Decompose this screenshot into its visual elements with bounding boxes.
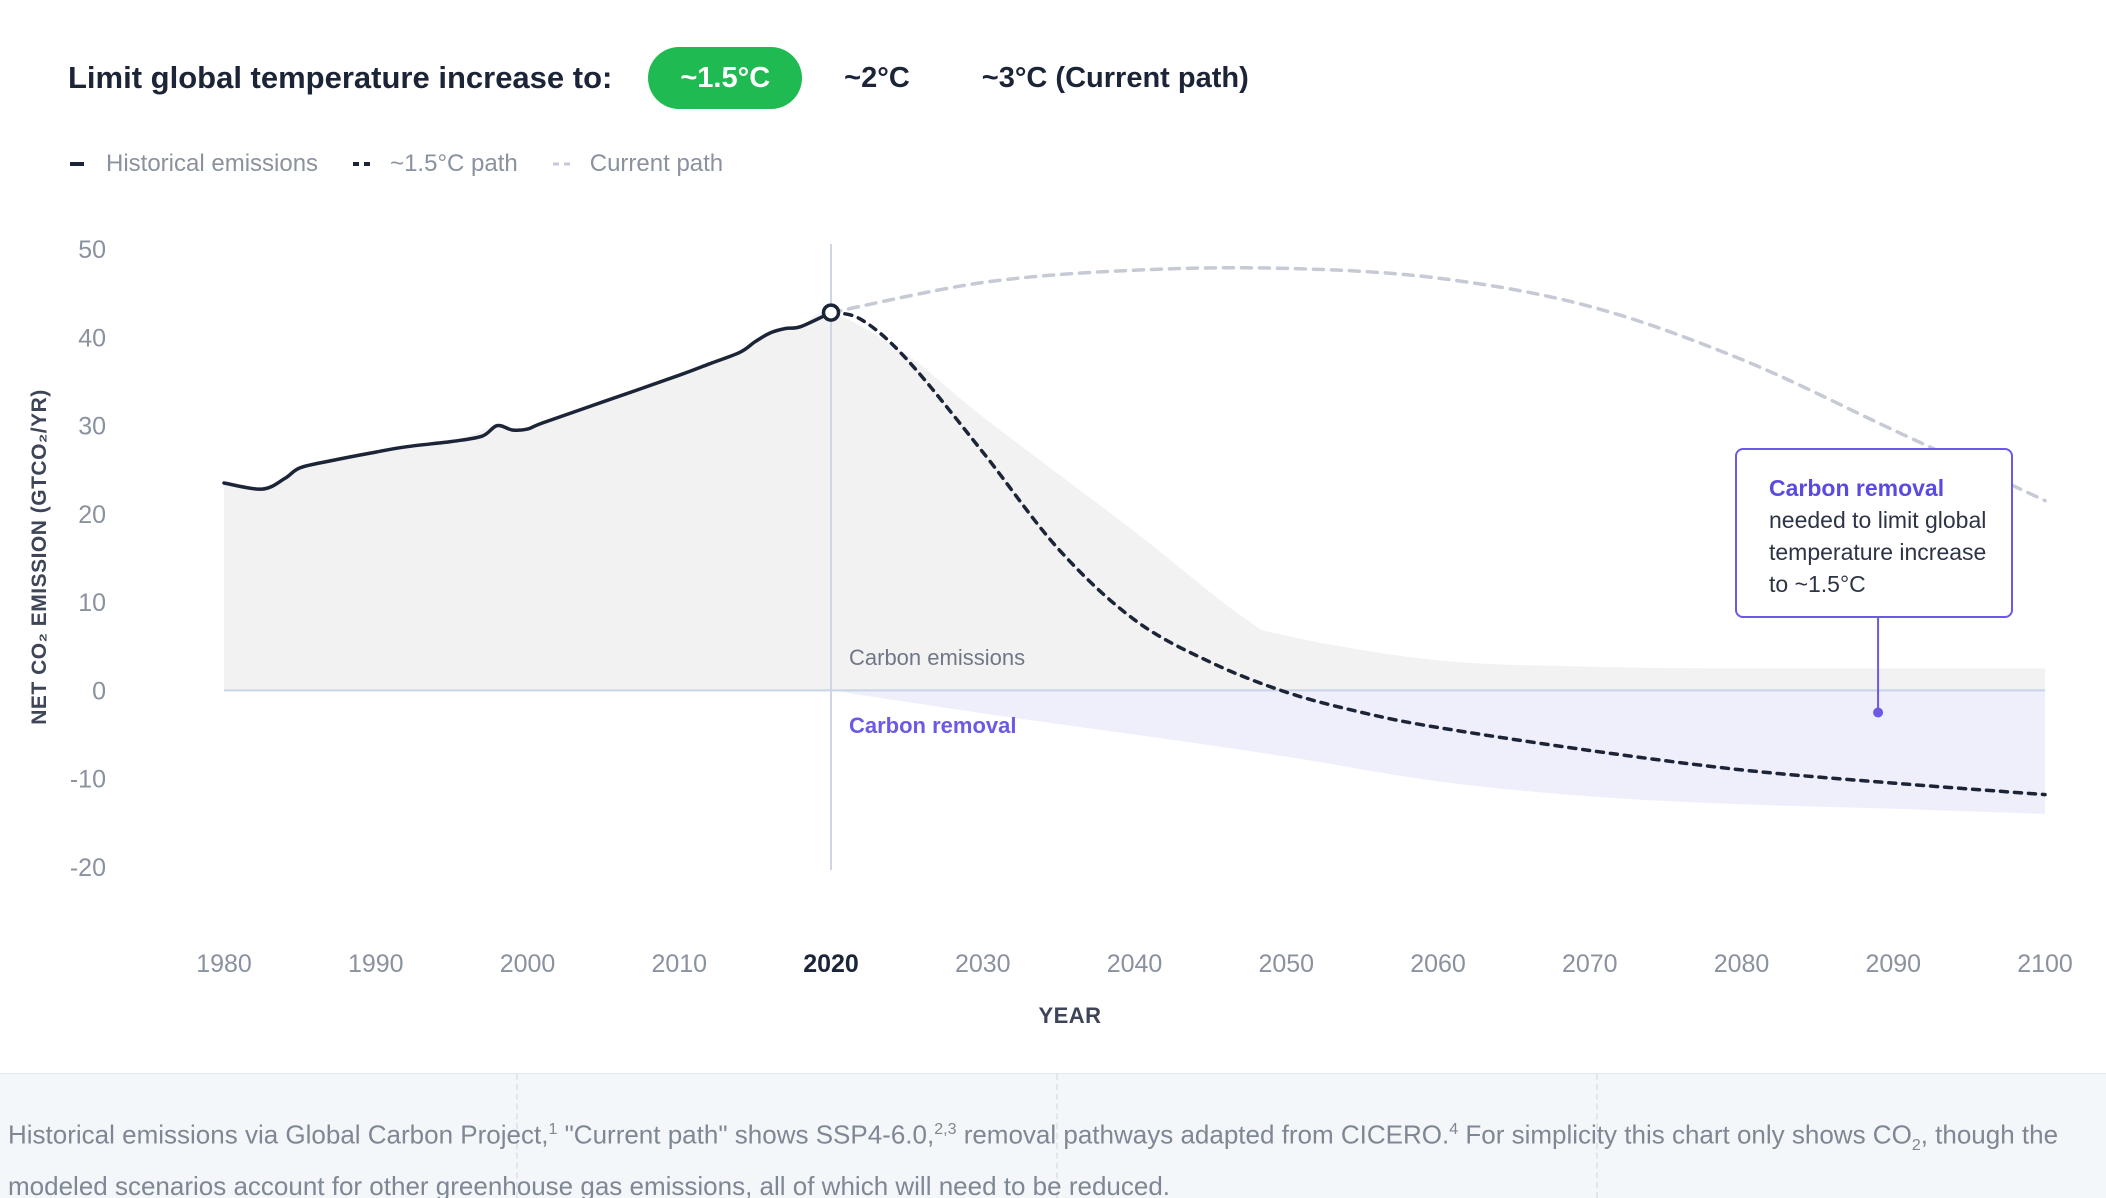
x-axis-title: YEAR bbox=[1038, 1003, 1101, 1028]
x-tick-label: 2090 bbox=[1865, 950, 1921, 978]
x-tick-label: 2030 bbox=[955, 950, 1011, 978]
y-tick-label: 10 bbox=[78, 589, 106, 617]
footer-text-part: removal pathways adapted from CICERO. bbox=[956, 1119, 1450, 1150]
option-2-button[interactable]: ~2°C bbox=[812, 47, 942, 109]
carbon-emissions-area bbox=[224, 311, 2045, 691]
year-2020-point bbox=[821, 303, 841, 322]
footer-divider bbox=[516, 1074, 518, 1198]
footer-divider bbox=[1056, 1074, 1058, 1198]
x-tick-label: 2040 bbox=[1107, 950, 1163, 978]
y-tick-label: 50 bbox=[78, 236, 106, 264]
footnote-ref: 4 bbox=[1449, 1121, 1459, 1138]
carbon-removal-label: Carbon removal bbox=[849, 713, 1017, 738]
legend-item-historical: Historical emissions bbox=[68, 150, 318, 178]
callout-body: needed to limit global temperature incre… bbox=[1769, 507, 1987, 597]
carbon-removal-area bbox=[831, 690, 2045, 814]
temperature-selector-label: Limit global temperature increase to: bbox=[68, 60, 613, 95]
x-tick-label: 2070 bbox=[1562, 950, 1618, 978]
y-axis-title: NET CO₂ EMISSION (GTCO₂/YR) bbox=[28, 389, 51, 725]
x-tick-label: 2050 bbox=[1258, 950, 1314, 978]
legend-dashed-line-icon bbox=[353, 162, 372, 166]
x-tick-label: 2010 bbox=[651, 950, 707, 978]
footer-text-part: Historical emissions via Global Carbon P… bbox=[8, 1119, 549, 1150]
y-tick-label: -10 bbox=[70, 766, 106, 794]
y-tick-label: 0 bbox=[92, 677, 106, 705]
x-tick-label: 1990 bbox=[348, 950, 404, 978]
legend-label-1-5-path: ~1.5°C path bbox=[390, 150, 518, 177]
x-tick-label: 2020 bbox=[803, 950, 859, 978]
footer-text-part: , though the modeled scenarios account f… bbox=[8, 1119, 2059, 1198]
legend-light-dashed-line-icon bbox=[552, 162, 571, 166]
y-tick-label: -20 bbox=[70, 854, 106, 882]
y-tick-label: 40 bbox=[78, 324, 106, 352]
legend-solid-line-icon bbox=[70, 162, 84, 166]
legend-item-1-5-path: ~1.5°C path bbox=[352, 150, 518, 178]
historical-emissions-line bbox=[222, 310, 833, 491]
x-tick-label: 2080 bbox=[1714, 950, 1770, 978]
carbon-emissions-label: Carbon emissions bbox=[849, 645, 1025, 670]
legend-label-current-path: Current path bbox=[589, 150, 724, 177]
carbon-removal-callout: Carbon removal needed to limit global te… bbox=[1735, 448, 2013, 618]
current-path-line bbox=[829, 266, 2047, 503]
footer-text-part: "Current path" shows SSP4-6.0, bbox=[557, 1119, 935, 1150]
legend-item-current-path: Current path bbox=[552, 150, 723, 178]
footer-source-text: Historical emissions via Global Carbon P… bbox=[8, 1110, 2088, 1198]
footer-notes: Historical emissions via Global Carbon P… bbox=[0, 1073, 2106, 1198]
path-1-5-line bbox=[829, 310, 2047, 797]
footer-subscript: 2 bbox=[1911, 1136, 1921, 1154]
option-1-5-button[interactable]: ~1.5°C bbox=[648, 47, 803, 109]
legend-label-historical: Historical emissions bbox=[106, 150, 319, 177]
temperature-selector: Limit global temperature increase to: ~1… bbox=[68, 47, 1289, 109]
y-tick-label: 30 bbox=[78, 413, 106, 441]
footnote-ref: 2,3 bbox=[934, 1121, 957, 1138]
chart-legend: Historical emissions ~1.5°C path Current… bbox=[68, 150, 757, 178]
callout-anchor-dot bbox=[1873, 707, 1884, 718]
x-tick-label: 1980 bbox=[196, 950, 252, 978]
footer-text-part: For simplicity this chart only shows CO bbox=[1458, 1119, 1912, 1150]
footnote-ref: 1 bbox=[548, 1121, 558, 1138]
x-tick-label: 2100 bbox=[2017, 950, 2073, 978]
option-3-current-path-button[interactable]: ~3°C (Current path) bbox=[950, 47, 1281, 109]
x-tick-label: 2060 bbox=[1410, 950, 1466, 978]
footer-divider bbox=[1596, 1074, 1598, 1198]
y-tick-label: 20 bbox=[78, 501, 106, 529]
callout-title: Carbon removal bbox=[1769, 475, 1945, 501]
x-tick-label: 2000 bbox=[500, 950, 556, 978]
